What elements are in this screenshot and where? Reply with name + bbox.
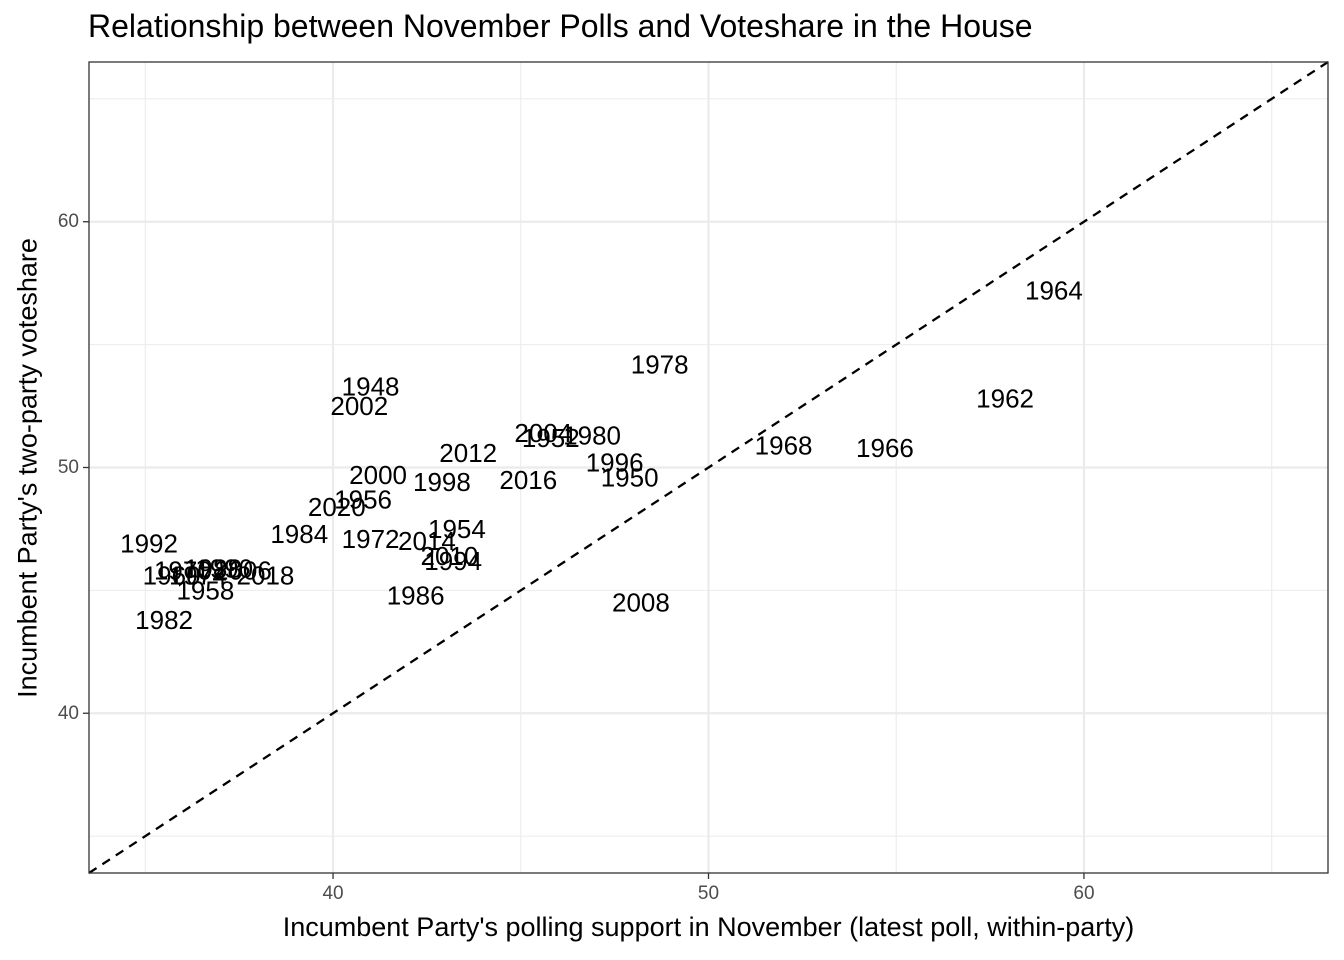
point-label: 1998: [413, 467, 471, 497]
point-label: 1964: [1025, 276, 1083, 306]
point-label: 1980: [563, 421, 621, 451]
chart-title: Relationship between November Polls and …: [88, 8, 1033, 44]
point-label: 1984: [270, 519, 328, 549]
point-label: 1988: [184, 553, 242, 583]
point-label: 1966: [856, 433, 914, 463]
point-label: 1996: [586, 448, 644, 478]
reference-line-group: [88, 61, 1329, 874]
reference-line: [88, 61, 1329, 874]
x-tick-label: 60: [1073, 883, 1094, 904]
point-label: 1954: [428, 514, 486, 544]
point-label: 2010: [421, 541, 479, 571]
y-axis-title: Incumbent Party's two-party voteshare: [12, 238, 43, 698]
point-label: 2000: [349, 460, 407, 490]
point-label: 1986: [387, 580, 445, 610]
y-tick-label: 40: [58, 703, 79, 724]
x-tick-label: 40: [322, 883, 343, 904]
point-label: 2014: [398, 526, 456, 556]
point-label: 1992: [120, 529, 178, 559]
point-label: 1968: [755, 430, 813, 460]
point-label: 1952: [522, 423, 580, 453]
point-label: 2006: [214, 556, 272, 586]
point-label: 1948: [342, 371, 400, 401]
point-label: 2016: [499, 465, 557, 495]
point-label: 2020: [308, 492, 366, 522]
point-label: 2008: [612, 588, 670, 618]
point-label: 1990: [195, 553, 253, 583]
point-label: 1978: [631, 349, 689, 379]
point-label: 1960: [143, 561, 201, 591]
x-tick-label: 50: [698, 883, 719, 904]
y-tick-label: 60: [58, 211, 79, 232]
axes: 40 50 60 40 50 60: [58, 211, 1095, 904]
x-axis-title: Incumbent Party's polling support in Nov…: [282, 912, 1135, 942]
point-label: 2002: [330, 391, 388, 421]
point-label: 1962: [976, 384, 1034, 414]
point-label: 1994: [424, 546, 482, 576]
point-label: 2018: [237, 561, 295, 591]
point-label: 2012: [439, 438, 497, 468]
point-label: 1956: [334, 484, 392, 514]
y-tick-label: 50: [58, 457, 79, 478]
point-label: 1950: [601, 462, 659, 492]
point-label: 1958: [176, 575, 234, 605]
point-label: 1972: [342, 524, 400, 554]
point-label: 1974: [169, 561, 227, 591]
point-label: 1970: [154, 556, 212, 586]
point-label: 2004: [514, 418, 572, 448]
point-label: 1982: [135, 605, 193, 635]
